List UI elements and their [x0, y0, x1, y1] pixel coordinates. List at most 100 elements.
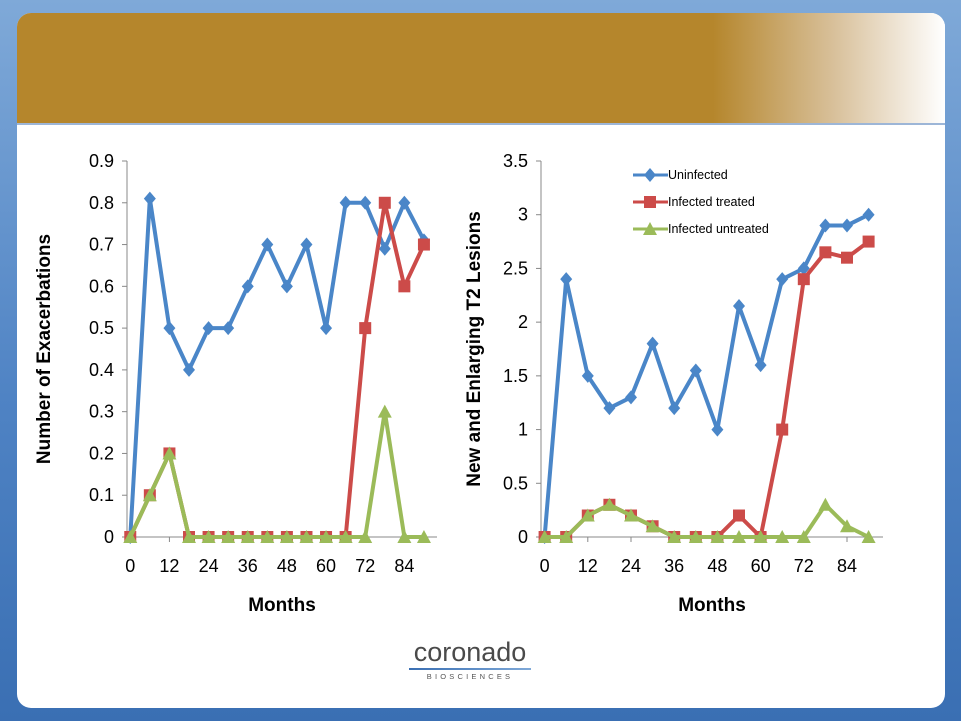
- exac-infected-treated-point: [417, 238, 430, 251]
- exac-uninfected-point: [163, 321, 176, 336]
- exac-y-tick-label: 0.4: [89, 360, 114, 380]
- coronado-logo: coronado BIOSCIENCES: [405, 637, 535, 682]
- t2-uninfected-point: [560, 272, 573, 287]
- exac-x-tick-label: 24: [199, 556, 219, 576]
- exac-infected-treated-point: [398, 280, 411, 293]
- exac-infected-untreated-point: [221, 530, 236, 543]
- t2-x-tick-label: 12: [578, 556, 598, 576]
- t2-x-tick-label: 84: [837, 556, 857, 576]
- exac-infected-untreated-point: [279, 530, 294, 543]
- logo-rule: [409, 668, 531, 670]
- t2-uninfected-point: [711, 422, 724, 437]
- exac-y-tick-label: 0.7: [89, 235, 114, 255]
- t2-infected-untreated-point: [732, 530, 746, 543]
- exac-infected-untreated-point: [240, 530, 255, 543]
- exac-y-tick-label: 0.9: [89, 151, 114, 171]
- exac-y-tick-label: 0.6: [89, 276, 114, 296]
- t2-uninfected-point: [819, 218, 832, 233]
- logo-name: coronado: [413, 637, 527, 667]
- t2-uninfected-point: [754, 358, 767, 373]
- t2-infected-untreated-point: [624, 508, 638, 522]
- t2-infected-untreated-point: [840, 519, 854, 533]
- t2-infected-untreated-point: [667, 530, 682, 543]
- t2-infected-untreated-point: [645, 519, 660, 533]
- title-band: [17, 13, 945, 123]
- t2-infected-untreated-point: [861, 530, 876, 543]
- legend-uninfected-label: Uninfected: [668, 168, 728, 182]
- t2-x-tick-label: 36: [664, 556, 684, 576]
- t2-infected-untreated-point: [688, 530, 703, 543]
- exac-infected-treated-point: [378, 196, 391, 209]
- legend-uninfected-marker: [644, 168, 656, 182]
- t2-uninfected-point: [668, 401, 681, 416]
- exac-infected-untreated-point: [338, 530, 353, 543]
- exac-infected-untreated-point: [377, 404, 392, 418]
- t2-infected-untreated-point: [602, 497, 617, 511]
- t2-y-tick-label: 0.5: [503, 473, 528, 493]
- t2-infected-treated-point: [841, 251, 853, 264]
- t2-infected-untreated-point: [775, 530, 790, 543]
- t2-uninfected-point: [797, 261, 810, 276]
- exac-uninfected-line: [128, 196, 426, 538]
- exac-infected-untreated-point: [123, 530, 138, 543]
- exac-uninfected-point: [241, 279, 254, 294]
- exac-x-tick-label: 36: [238, 556, 258, 576]
- exac-infected-untreated-point: [358, 530, 373, 543]
- t2-infected-treated-point: [733, 509, 745, 522]
- t2-infected-untreated-point: [559, 530, 574, 543]
- exac-y-axis-title: Number of Exacerbations: [34, 234, 55, 464]
- t2-infected-untreated-point: [796, 530, 811, 543]
- exac-uninfected-point: [183, 362, 195, 377]
- exac-x-tick-label: 60: [316, 556, 336, 576]
- t2-uninfected-point: [862, 207, 875, 222]
- exac-y-tick-label: 0.1: [89, 485, 114, 505]
- legend-infected-treated-marker: [644, 196, 656, 208]
- exac-y-tick-label: 0.8: [89, 193, 114, 213]
- exac-y-tick-label: 0.2: [89, 443, 114, 463]
- t2-y-tick-label: 0: [518, 527, 528, 547]
- t2-uninfected-point: [581, 368, 594, 383]
- exac-x-tick-label: 12: [159, 556, 179, 576]
- t2-infected-treated-point: [819, 246, 832, 259]
- exac-infected-untreated-point: [162, 446, 177, 460]
- exac-infected-untreated-point: [299, 530, 314, 543]
- exac-x-tick-label: 84: [394, 556, 414, 576]
- t2-infected-treated-point: [776, 423, 789, 436]
- t2-infected-untreated-point: [537, 530, 552, 543]
- exac-y-tick-label: 0.5: [89, 318, 114, 338]
- exac-uninfected-point: [398, 195, 411, 210]
- exac-infected-untreated-point: [319, 530, 334, 543]
- exac-x-axis-title: Months: [248, 595, 316, 616]
- t2-y-tick-label: 2: [518, 312, 528, 332]
- t2-infected-untreated-point: [753, 530, 768, 543]
- t2-uninfected-point: [776, 272, 789, 287]
- t2-x-tick-label: 24: [621, 556, 641, 576]
- t2-x-tick-label: 0: [540, 556, 550, 576]
- legend-infected-untreated-marker: [643, 222, 657, 235]
- t2-x-tick-label: 72: [794, 556, 814, 576]
- exac-infected-untreated-point: [260, 530, 275, 543]
- exac-uninfected-point: [261, 237, 274, 252]
- exac-infected-untreated-point: [182, 530, 196, 543]
- exac-infected-untreated-point: [142, 488, 157, 502]
- t2-uninfected-point: [603, 401, 616, 416]
- logo-subtitle: BIOSCIENCES: [426, 672, 514, 681]
- exac-infected-treated-point: [359, 322, 372, 335]
- t2-infected-untreated-point: [818, 497, 833, 511]
- exac-x-tick-label: 48: [277, 556, 297, 576]
- t2-x-tick-label: 48: [707, 556, 727, 576]
- t2-infected-untreated-point: [580, 508, 595, 522]
- t2-infected-treated-point: [797, 273, 810, 286]
- t2-uninfected-point: [625, 390, 637, 405]
- exac-x-tick-label: 72: [355, 556, 375, 576]
- t2-x-axis-title: Months: [678, 595, 746, 616]
- exac-uninfected-point: [222, 321, 235, 336]
- exac-infected-untreated-point: [201, 530, 216, 543]
- exac-y-tick-label: 0.3: [89, 402, 114, 422]
- exac-uninfected-point: [300, 237, 313, 252]
- exac-uninfected-point: [339, 195, 352, 210]
- exac-uninfected-point: [143, 191, 156, 206]
- t2-infected-untreated-point: [710, 530, 725, 543]
- exac-y-tick-label: 0: [104, 527, 114, 547]
